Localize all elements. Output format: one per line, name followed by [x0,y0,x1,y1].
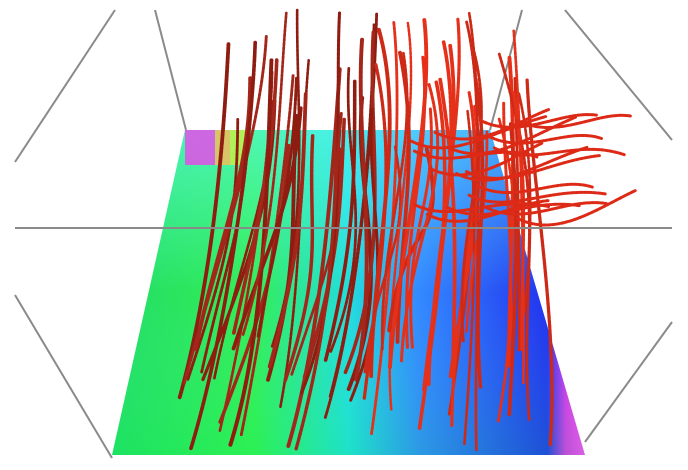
streamline [323,79,357,362]
streamline [467,190,608,204]
streamline [465,154,601,180]
streamline [450,91,477,428]
streamline [455,145,589,182]
streamline [409,107,433,349]
streamline [304,112,343,411]
streamline [473,77,485,389]
frame-line [564,9,673,141]
streamline [517,91,532,421]
streamline [515,189,637,227]
streamline [283,134,315,383]
streamline [302,117,346,379]
streamline [256,76,298,338]
frame-line [14,294,113,459]
streamline [369,27,392,379]
streamline [467,11,480,452]
streamline [329,67,358,353]
streamline [404,54,427,349]
streamline [232,58,279,335]
streamline [177,42,231,400]
frame-line [154,9,187,131]
streamline [474,182,594,195]
streamline [478,113,598,129]
streamline [387,147,435,333]
streamline [460,41,483,343]
streamline [186,117,240,381]
streamline [428,141,544,177]
streamline [497,52,531,332]
streamline [354,37,369,382]
streamline [323,12,379,419]
streamline [425,199,550,223]
frame-lines [14,9,673,459]
streamline [387,16,429,370]
streamline [349,107,380,402]
streamline [241,11,288,336]
streamline [438,77,457,371]
streamline [412,149,539,160]
streamline [200,138,250,374]
streamline [486,133,604,145]
streamline [182,35,268,385]
streamlines [177,8,637,452]
streamline [410,115,548,150]
frame-line [584,321,673,443]
frame-line [14,9,116,163]
streamline [267,92,308,369]
streamline [239,74,295,437]
streamline [427,17,461,387]
streamline [433,108,551,141]
streamline [507,122,518,417]
frame-line [489,9,523,131]
streamline [231,105,303,351]
streamline [446,115,577,156]
